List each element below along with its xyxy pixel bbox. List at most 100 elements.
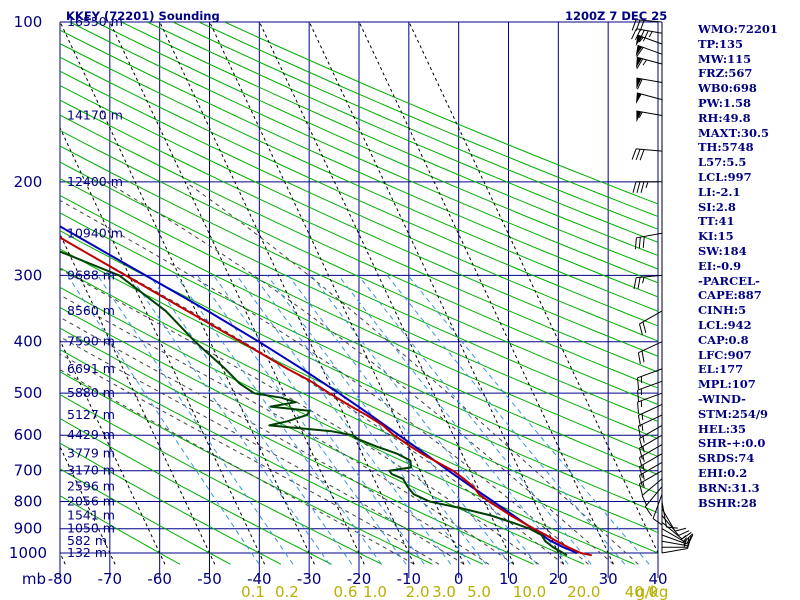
index-item: EHI:0.2 bbox=[698, 465, 748, 480]
height-label: 1050 m bbox=[67, 521, 115, 536]
dry-adiabat bbox=[60, 230, 658, 514]
dry-adiabat bbox=[60, 267, 658, 554]
mixing-ratio-line bbox=[311, 275, 538, 565]
mixing-ratio-label: 10.0 bbox=[513, 583, 546, 600]
wind-barb bbox=[636, 77, 663, 90]
index-item: LFC:907 bbox=[698, 347, 752, 362]
time-title: 1200Z 7 DEC 25 bbox=[565, 9, 667, 23]
dry-adiabat bbox=[60, 84, 658, 357]
mixing-ratio-line bbox=[197, 275, 407, 565]
mixing-ratio-line bbox=[287, 275, 511, 565]
pressure-tick-label: 100 bbox=[14, 13, 43, 31]
mixing-ratio-label: 0.2 bbox=[275, 583, 299, 600]
wind-barb bbox=[638, 461, 663, 487]
temperature-tick-label: -20 bbox=[347, 570, 372, 588]
sounding-profiles bbox=[60, 225, 593, 557]
mixing-ratio-line bbox=[213, 275, 425, 565]
dry-adiabat bbox=[60, 129, 658, 406]
wind-barb bbox=[631, 148, 663, 161]
dry-adiabat bbox=[60, 286, 635, 565]
moist-adiabat bbox=[60, 268, 539, 565]
dry-adiabat bbox=[60, 161, 658, 440]
wind-barb bbox=[634, 232, 663, 250]
mixing-ratio-line bbox=[358, 275, 592, 565]
temperature-tick-label: 0 bbox=[454, 570, 464, 588]
temperature-tick-label: -10 bbox=[397, 570, 422, 588]
moist-adiabat bbox=[60, 353, 440, 565]
wind-barb bbox=[637, 380, 663, 402]
index-item: FRZ:567 bbox=[698, 66, 753, 81]
pressure-tick-label: 300 bbox=[14, 266, 43, 284]
index-item: CINH:5 bbox=[698, 303, 747, 318]
dry-adiabats bbox=[60, 22, 658, 565]
index-item: MPL:107 bbox=[698, 377, 756, 392]
index-item: STM:254/9 bbox=[698, 406, 769, 421]
index-item: SHR-+:0.0 bbox=[698, 436, 766, 451]
height-label: 132 m bbox=[67, 545, 107, 560]
index-item: SI:2.8 bbox=[698, 199, 736, 214]
index-item: LCL:942 bbox=[698, 317, 752, 332]
wind-barb bbox=[652, 494, 663, 526]
station-title: KKEY (72201) Sounding bbox=[66, 9, 220, 23]
dry-adiabat bbox=[146, 22, 658, 243]
index-item: LCL:997 bbox=[698, 169, 752, 184]
wind-barbs bbox=[631, 19, 694, 554]
wind-barb bbox=[661, 508, 687, 532]
dry-adiabat bbox=[60, 394, 383, 565]
temperature-profile-line bbox=[60, 236, 593, 557]
index-item: TT:41 bbox=[698, 214, 735, 229]
stability-indices-panel: WMO:72201 TP:135 MW:115 FRZ:567 WB0:698 PW:1.… bbox=[698, 22, 798, 510]
dry-adiabat bbox=[95, 22, 658, 270]
pressure-tick-label: 800 bbox=[14, 493, 43, 511]
index-item: PW:1.58 bbox=[698, 95, 752, 110]
mixing-ratio-line bbox=[236, 275, 452, 565]
moist-adiabat bbox=[60, 294, 515, 565]
index-item: WB0:698 bbox=[698, 81, 757, 96]
skewed-isotherm bbox=[358, 22, 614, 565]
wind-barb bbox=[644, 486, 663, 517]
mixing-ratio-label: 3.0 bbox=[432, 583, 456, 600]
temperature-tick-label: -40 bbox=[247, 570, 272, 588]
index-item: HEL:35 bbox=[698, 421, 746, 436]
mixing-ratio-label: 1.0 bbox=[363, 583, 387, 600]
dry-adiabat bbox=[60, 70, 658, 342]
dry-adiabat bbox=[60, 114, 658, 389]
index-item: EL:177 bbox=[698, 362, 744, 377]
wind-barb bbox=[661, 501, 678, 529]
index-item: CAPE:887 bbox=[698, 288, 762, 303]
wind-barb bbox=[661, 534, 694, 545]
index-item: EI:-0.9 bbox=[698, 258, 742, 273]
height-label: 1541 m bbox=[67, 508, 115, 523]
temperature-tick-label: -50 bbox=[197, 570, 222, 588]
height-label: 5880 m bbox=[67, 385, 115, 400]
wind-barb bbox=[638, 470, 663, 495]
dry-adiabat bbox=[60, 56, 658, 327]
wind-barb bbox=[635, 44, 663, 57]
mixing-ratio-line bbox=[407, 275, 650, 565]
wind-barb bbox=[637, 403, 663, 427]
wind-barb bbox=[638, 444, 663, 469]
mixing-ratio-label: 0.1 bbox=[241, 583, 265, 600]
dry-adiabat bbox=[60, 371, 433, 565]
index-item: SRDS:74 bbox=[698, 451, 755, 466]
dry-adiabat bbox=[60, 327, 534, 565]
wind-barb bbox=[635, 92, 663, 105]
height-label: 12400 m bbox=[67, 174, 123, 189]
skewed-isotherm bbox=[209, 22, 465, 565]
dry-adiabat bbox=[60, 468, 231, 565]
index-item: -WIND- bbox=[698, 391, 746, 406]
moist-adiabat bbox=[60, 369, 415, 565]
wind-barb bbox=[638, 453, 663, 478]
height-label: 2056 m bbox=[67, 494, 115, 509]
pressure-tick-label: 700 bbox=[14, 462, 43, 480]
mixing-ratio-unit-label: g/kg bbox=[636, 583, 669, 600]
height-label: 2596 m bbox=[67, 479, 115, 494]
skewed-isotherm bbox=[408, 22, 658, 555]
dry-adiabat bbox=[60, 177, 658, 458]
dry-adiabat bbox=[60, 43, 658, 312]
index-item: CAP:0.8 bbox=[698, 332, 749, 347]
mixing-ratio-line bbox=[129, 275, 330, 565]
dry-adiabat bbox=[60, 495, 181, 565]
